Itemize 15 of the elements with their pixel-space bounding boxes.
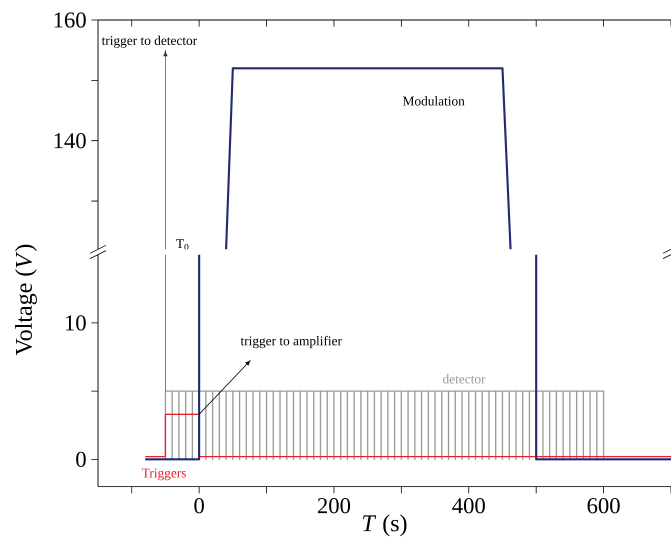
annotation: trigger to amplifier (240, 336, 342, 348)
annotation: trigger to detector (102, 36, 198, 48)
y-tick-label: 0 (76, 452, 86, 468)
y-tick-label: 140 (54, 133, 86, 149)
series-label: Triggers (142, 468, 186, 480)
y-tick-label: 10 (66, 315, 86, 331)
series-label: detector (443, 374, 486, 384)
text: Modulation (402, 96, 465, 106)
y-axis-title: Voltage (V) (15, 244, 37, 356)
x-tick-label: 600 (588, 498, 620, 514)
x-axis-title: T (s) (363, 514, 406, 536)
y-tick-label: 160 (54, 12, 86, 28)
x-tick-label: 0 (194, 498, 204, 514)
x-tick-label: 400 (452, 498, 485, 514)
x-tick-label: 200 (318, 498, 350, 514)
